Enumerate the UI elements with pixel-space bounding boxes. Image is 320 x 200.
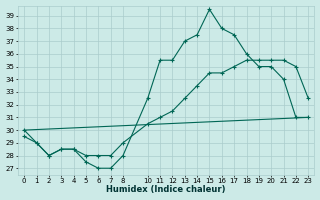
X-axis label: Humidex (Indice chaleur): Humidex (Indice chaleur) <box>107 185 226 194</box>
